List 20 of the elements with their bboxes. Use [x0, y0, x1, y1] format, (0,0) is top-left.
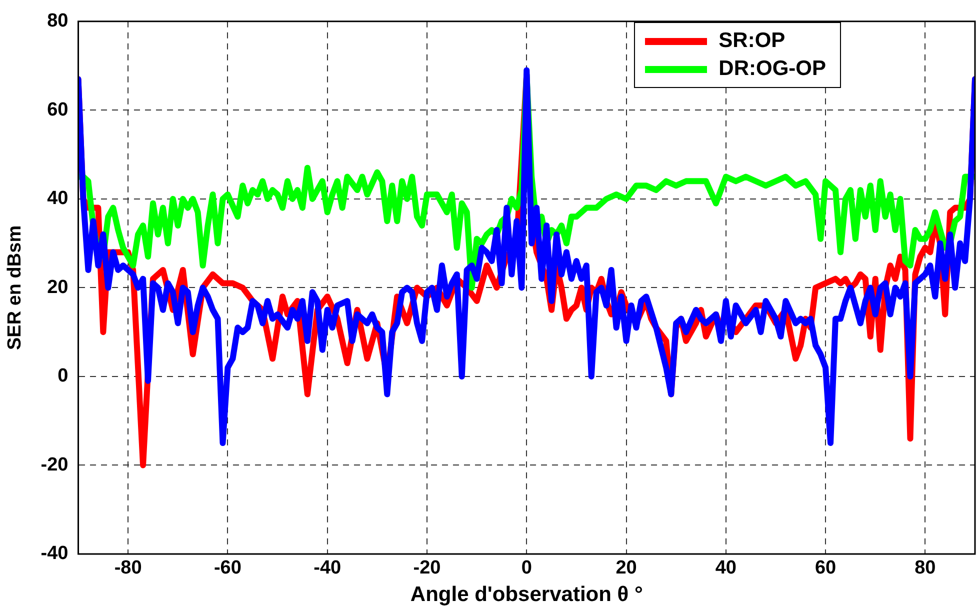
x-tick-label: 20	[616, 558, 637, 579]
y-tick-label: 0	[58, 366, 68, 387]
x-tick-label: 60	[814, 558, 836, 579]
y-axis-title: SER en dBsm	[4, 225, 26, 350]
legend-label: DR:OG-OP	[718, 57, 826, 82]
x-axis-title: Angle d'observation θ °	[410, 583, 643, 606]
y-tick-label: 60	[47, 99, 68, 120]
y-tick-label: -20	[40, 454, 68, 476]
y-tick-label: 20	[47, 276, 68, 298]
x-tick-label: -60	[214, 558, 242, 579]
x-tick-label: -40	[314, 558, 342, 579]
x-tick-label: -80	[114, 558, 142, 579]
x-tick-label: -20	[413, 558, 441, 579]
y-tick-label: 80	[47, 10, 68, 32]
x-tick-label: 0	[521, 558, 532, 579]
y-tick-label: -40	[40, 543, 68, 564]
x-tick-label: 80	[914, 558, 936, 579]
legend-label: SR:OP	[718, 29, 786, 54]
x-tick-label: 40	[715, 558, 736, 579]
y-tick-label: 40	[47, 188, 68, 210]
